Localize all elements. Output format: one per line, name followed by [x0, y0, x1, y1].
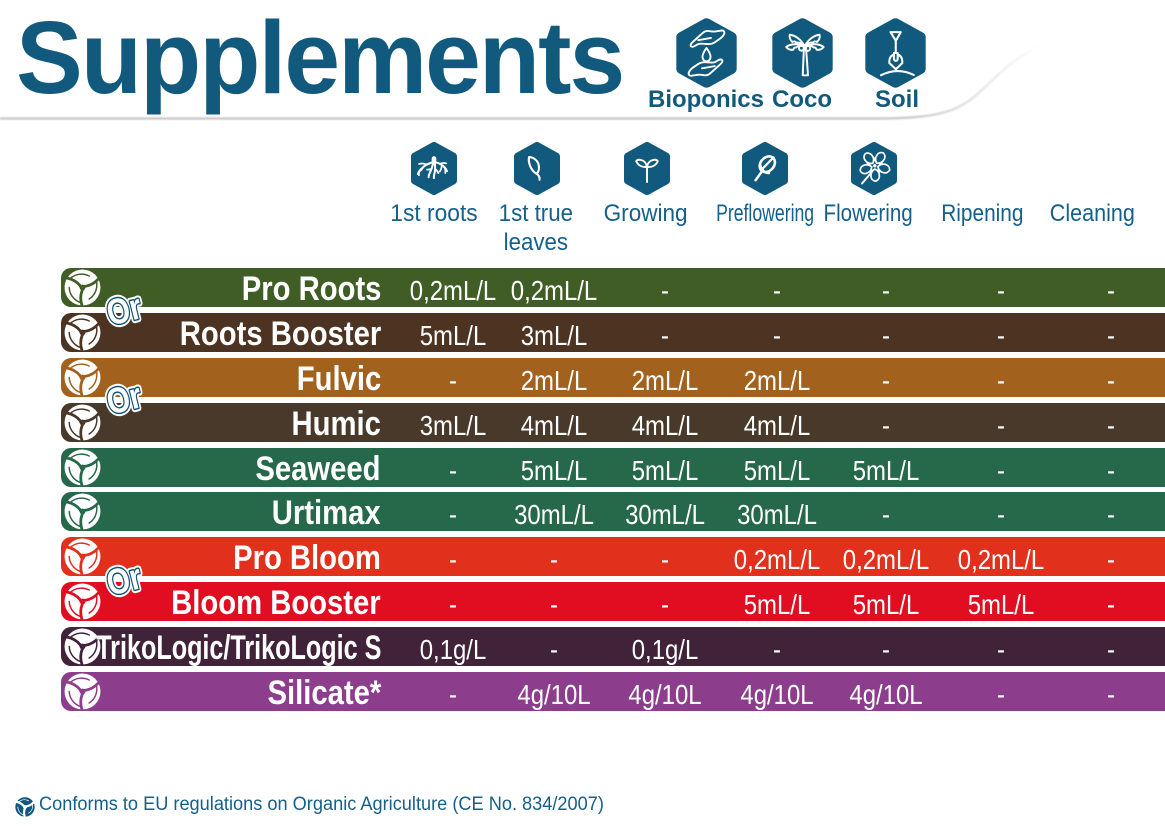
svg-text:Or: Or — [102, 555, 145, 603]
svg-text:Or: Or — [102, 375, 145, 423]
svg-text:Or: Or — [102, 285, 145, 333]
